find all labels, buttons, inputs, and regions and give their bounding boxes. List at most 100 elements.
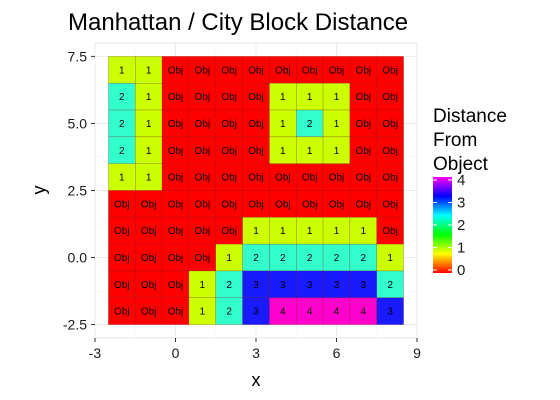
heatmap-cell	[376, 109, 404, 138]
heatmap-cell	[242, 163, 270, 191]
cell-label: Obj	[168, 92, 184, 103]
cell-label: 2	[387, 280, 393, 291]
cell-label: 3	[361, 280, 367, 291]
cell-label: Obj	[356, 92, 372, 103]
heatmap-cell	[242, 190, 270, 218]
heatmap-cell	[269, 163, 297, 191]
cell-label: Obj	[168, 146, 184, 157]
cell-label: Obj	[168, 253, 184, 264]
legend-colorbar	[433, 177, 452, 273]
heatmap-cell	[376, 83, 404, 111]
heatmap-cell	[322, 83, 351, 111]
cell-label: 1	[280, 226, 286, 237]
cell-label: 1	[280, 92, 286, 103]
cell-label: Obj	[356, 65, 372, 76]
cell-label: Obj	[329, 173, 345, 184]
heatmap-cell	[376, 163, 404, 191]
heatmap-cell	[135, 56, 163, 84]
cell-label: Obj	[329, 199, 345, 210]
heatmap-cell	[269, 217, 297, 245]
heatmap-cell	[135, 163, 163, 191]
cell-label: Obj	[382, 173, 398, 184]
heatmap-cell	[161, 56, 190, 84]
cell-label: Obj	[248, 173, 264, 184]
cell-label: Obj	[195, 253, 211, 264]
heatmap-cell	[108, 217, 136, 245]
heatmap-cell	[108, 270, 136, 298]
cell-label: 2	[361, 253, 367, 264]
cell-label: Obj	[114, 280, 130, 291]
legend-title-line-1: Distance	[433, 106, 507, 127]
heatmap-cell	[322, 136, 351, 164]
heatmap-cell	[296, 297, 324, 325]
cell-label: Obj	[275, 173, 291, 184]
cell-label: 2	[119, 146, 125, 157]
cell-label: 1	[334, 146, 340, 157]
cell-labels: 1 1 Obj Obj Obj Obj Obj Obj Obj Obj Obj 2 1 Obj Obj Obj…	[114, 65, 398, 317]
cell-label: Obj	[221, 226, 237, 237]
heatmap-cell	[108, 83, 136, 111]
cell-label: Obj	[168, 280, 184, 291]
heatmap-cell	[376, 136, 404, 164]
heatmap-cell	[135, 109, 163, 138]
cell-label: 1	[361, 226, 367, 237]
cell-label: 4	[334, 307, 340, 318]
heatmap-cell	[188, 190, 216, 218]
heatmap-cell	[242, 270, 270, 298]
heatmap-cell	[188, 270, 216, 298]
cell-label: 2	[334, 253, 340, 264]
heatmap-cell	[322, 270, 351, 298]
x-tick-label: 3	[252, 345, 260, 361]
cell-label: 1	[146, 146, 152, 157]
cell-label: Obj	[195, 173, 211, 184]
x-tick-label: -3	[89, 345, 102, 361]
heatmap-cell	[349, 217, 377, 245]
cell-label: Obj	[114, 199, 130, 210]
y-tick-label: 7.5	[68, 48, 88, 64]
heatmap-cell	[135, 243, 163, 272]
heatmap-cell	[215, 56, 243, 84]
heatmap-cell	[349, 136, 377, 164]
cell-label: Obj	[248, 65, 264, 76]
cell-label: 1	[307, 226, 313, 237]
cell-label: Obj	[221, 92, 237, 103]
y-tick-label: 5.0	[68, 115, 88, 131]
cell-label: 1	[253, 226, 259, 237]
heatmap-cell	[296, 243, 324, 272]
heatmap-cell	[242, 297, 270, 325]
heatmap-cell	[135, 136, 163, 164]
heatmap-cell	[376, 270, 404, 298]
cell-label: 1	[200, 280, 206, 291]
x-axis: -3 0 3 6 9	[89, 338, 421, 361]
heatmap-cell	[215, 136, 243, 164]
cell-label: Obj	[114, 307, 130, 318]
cell-label: Obj	[168, 173, 184, 184]
cell-label: Obj	[248, 119, 264, 130]
heatmap-cell	[349, 297, 377, 325]
chart-title: Manhattan / City Block Distance	[68, 9, 408, 36]
y-axis: -2.5 0.0 2.5 5.0 7.5	[63, 48, 95, 333]
heatmap-cell	[215, 243, 243, 272]
cell-label: 1	[119, 173, 125, 184]
cell-label: 3	[280, 280, 286, 291]
cell-label: Obj	[382, 119, 398, 130]
legend-tick-label: 2	[457, 217, 465, 234]
cell-label: Obj	[221, 65, 237, 76]
heatmap-cell	[269, 243, 297, 272]
cell-label: 1	[146, 92, 152, 103]
heatmap-cell	[161, 297, 190, 325]
cell-label: Obj	[114, 226, 130, 237]
legend-ticks: 0 1 2 3 4	[433, 172, 465, 279]
heatmap-cell	[108, 109, 136, 138]
cell-label: Obj	[141, 280, 157, 291]
cell-label: 2	[307, 119, 313, 130]
heatmap-cell	[242, 217, 270, 245]
heatmap-cell	[349, 83, 377, 111]
heatmap-cell	[322, 56, 351, 84]
cell-label: 3	[334, 280, 340, 291]
cell-label: Obj	[195, 146, 211, 157]
heatmap-cell	[269, 83, 297, 111]
heatmap-cell	[296, 190, 324, 218]
heatmap-cell	[188, 136, 216, 164]
cell-label: 2	[226, 307, 232, 318]
